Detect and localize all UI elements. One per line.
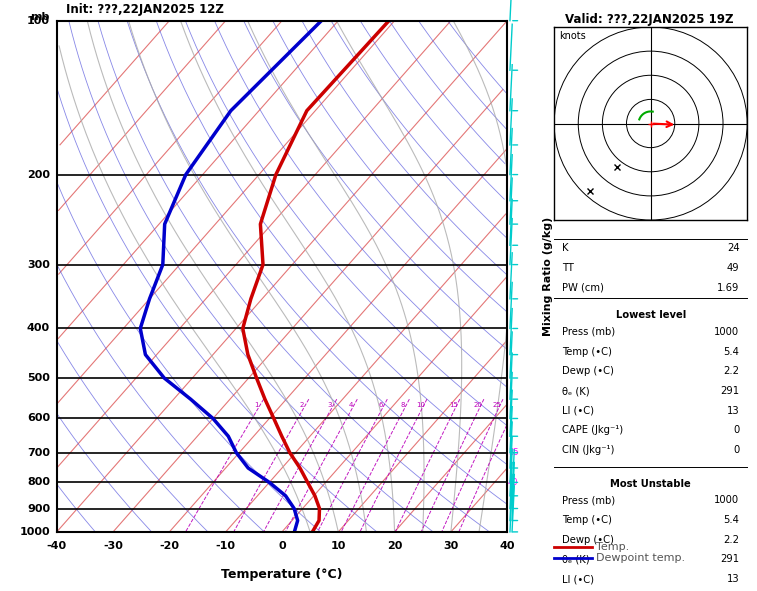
Text: knots: knots — [559, 31, 586, 41]
Text: 500: 500 — [27, 373, 50, 383]
Text: 1000: 1000 — [20, 527, 50, 537]
Text: Temp (•C): Temp (•C) — [562, 347, 612, 357]
Text: Most Unstable: Most Unstable — [610, 479, 691, 489]
Text: 2.2: 2.2 — [724, 366, 740, 376]
Text: 13: 13 — [727, 574, 740, 584]
Text: 300: 300 — [27, 259, 50, 269]
Text: 3: 3 — [328, 402, 332, 408]
Text: Press (mb): Press (mb) — [562, 495, 615, 505]
Text: 100: 100 — [27, 16, 50, 25]
Text: 900: 900 — [27, 504, 50, 514]
Text: 30: 30 — [444, 541, 459, 551]
Text: 4: 4 — [349, 402, 353, 408]
Text: LI (•C): LI (•C) — [562, 406, 593, 415]
Text: 0: 0 — [734, 445, 740, 455]
Text: 40: 40 — [500, 541, 515, 551]
Text: 1: 1 — [254, 402, 259, 408]
Text: 49: 49 — [727, 263, 740, 273]
Text: -40: -40 — [47, 541, 67, 551]
Text: -10: -10 — [216, 541, 235, 551]
Text: 291: 291 — [721, 386, 740, 396]
Text: Dewpoint temp.: Dewpoint temp. — [596, 554, 685, 563]
Text: 24: 24 — [727, 243, 740, 254]
Text: 5.4: 5.4 — [724, 347, 740, 357]
Text: Dewp (•C): Dewp (•C) — [562, 366, 614, 376]
Text: 291: 291 — [721, 554, 740, 564]
Text: 200: 200 — [27, 170, 50, 180]
Text: 1000: 1000 — [715, 327, 740, 337]
Text: 40: 40 — [508, 478, 519, 487]
Text: 8: 8 — [401, 402, 406, 408]
Text: Press (mb): Press (mb) — [562, 327, 615, 337]
Text: Dewp (•C): Dewp (•C) — [562, 535, 614, 545]
Text: 10: 10 — [331, 541, 346, 551]
Text: 2: 2 — [300, 402, 304, 408]
Text: Lowest level: Lowest level — [615, 310, 686, 320]
Text: LI (•C): LI (•C) — [562, 574, 593, 584]
Text: TT: TT — [562, 263, 574, 273]
Text: 2.2: 2.2 — [724, 535, 740, 545]
Text: 10: 10 — [416, 402, 425, 408]
Text: 35: 35 — [508, 448, 519, 457]
Text: Valid: ???,22JAN2025 19Z: Valid: ???,22JAN2025 19Z — [565, 13, 734, 26]
Text: 0: 0 — [278, 541, 286, 551]
Text: CIN (Jkg⁻¹): CIN (Jkg⁻¹) — [562, 445, 614, 455]
Text: 13: 13 — [727, 406, 740, 415]
Text: 800: 800 — [27, 478, 50, 488]
Text: 1000: 1000 — [715, 495, 740, 505]
Text: 1.69: 1.69 — [717, 282, 740, 293]
Text: 25: 25 — [493, 402, 502, 408]
Text: 5.4: 5.4 — [724, 515, 740, 525]
Text: -20: -20 — [160, 541, 179, 551]
Text: 20: 20 — [387, 541, 402, 551]
Text: Init: ???,22JAN2025 12Z: Init: ???,22JAN2025 12Z — [66, 2, 223, 15]
Text: 400: 400 — [27, 323, 50, 333]
Text: θₑ (K): θₑ (K) — [562, 554, 590, 564]
Text: PW (cm): PW (cm) — [562, 282, 604, 293]
Text: -30: -30 — [103, 541, 123, 551]
Text: 20: 20 — [474, 402, 482, 408]
Text: 0: 0 — [734, 426, 740, 436]
Text: Temp (•C): Temp (•C) — [562, 515, 612, 525]
Text: Mixing Ratio (g/kg): Mixing Ratio (g/kg) — [544, 217, 553, 336]
Text: 6: 6 — [378, 402, 383, 408]
Text: Temperature (°C): Temperature (°C) — [221, 568, 343, 581]
Text: 700: 700 — [27, 448, 50, 457]
Text: CAPE (Jkg⁻¹): CAPE (Jkg⁻¹) — [562, 426, 623, 436]
Text: Temp.: Temp. — [596, 542, 629, 551]
Text: K: K — [562, 243, 569, 254]
Text: mb: mb — [30, 12, 49, 21]
Text: 600: 600 — [27, 414, 50, 424]
Text: θₑ (K): θₑ (K) — [562, 386, 590, 396]
Text: 15: 15 — [450, 402, 458, 408]
